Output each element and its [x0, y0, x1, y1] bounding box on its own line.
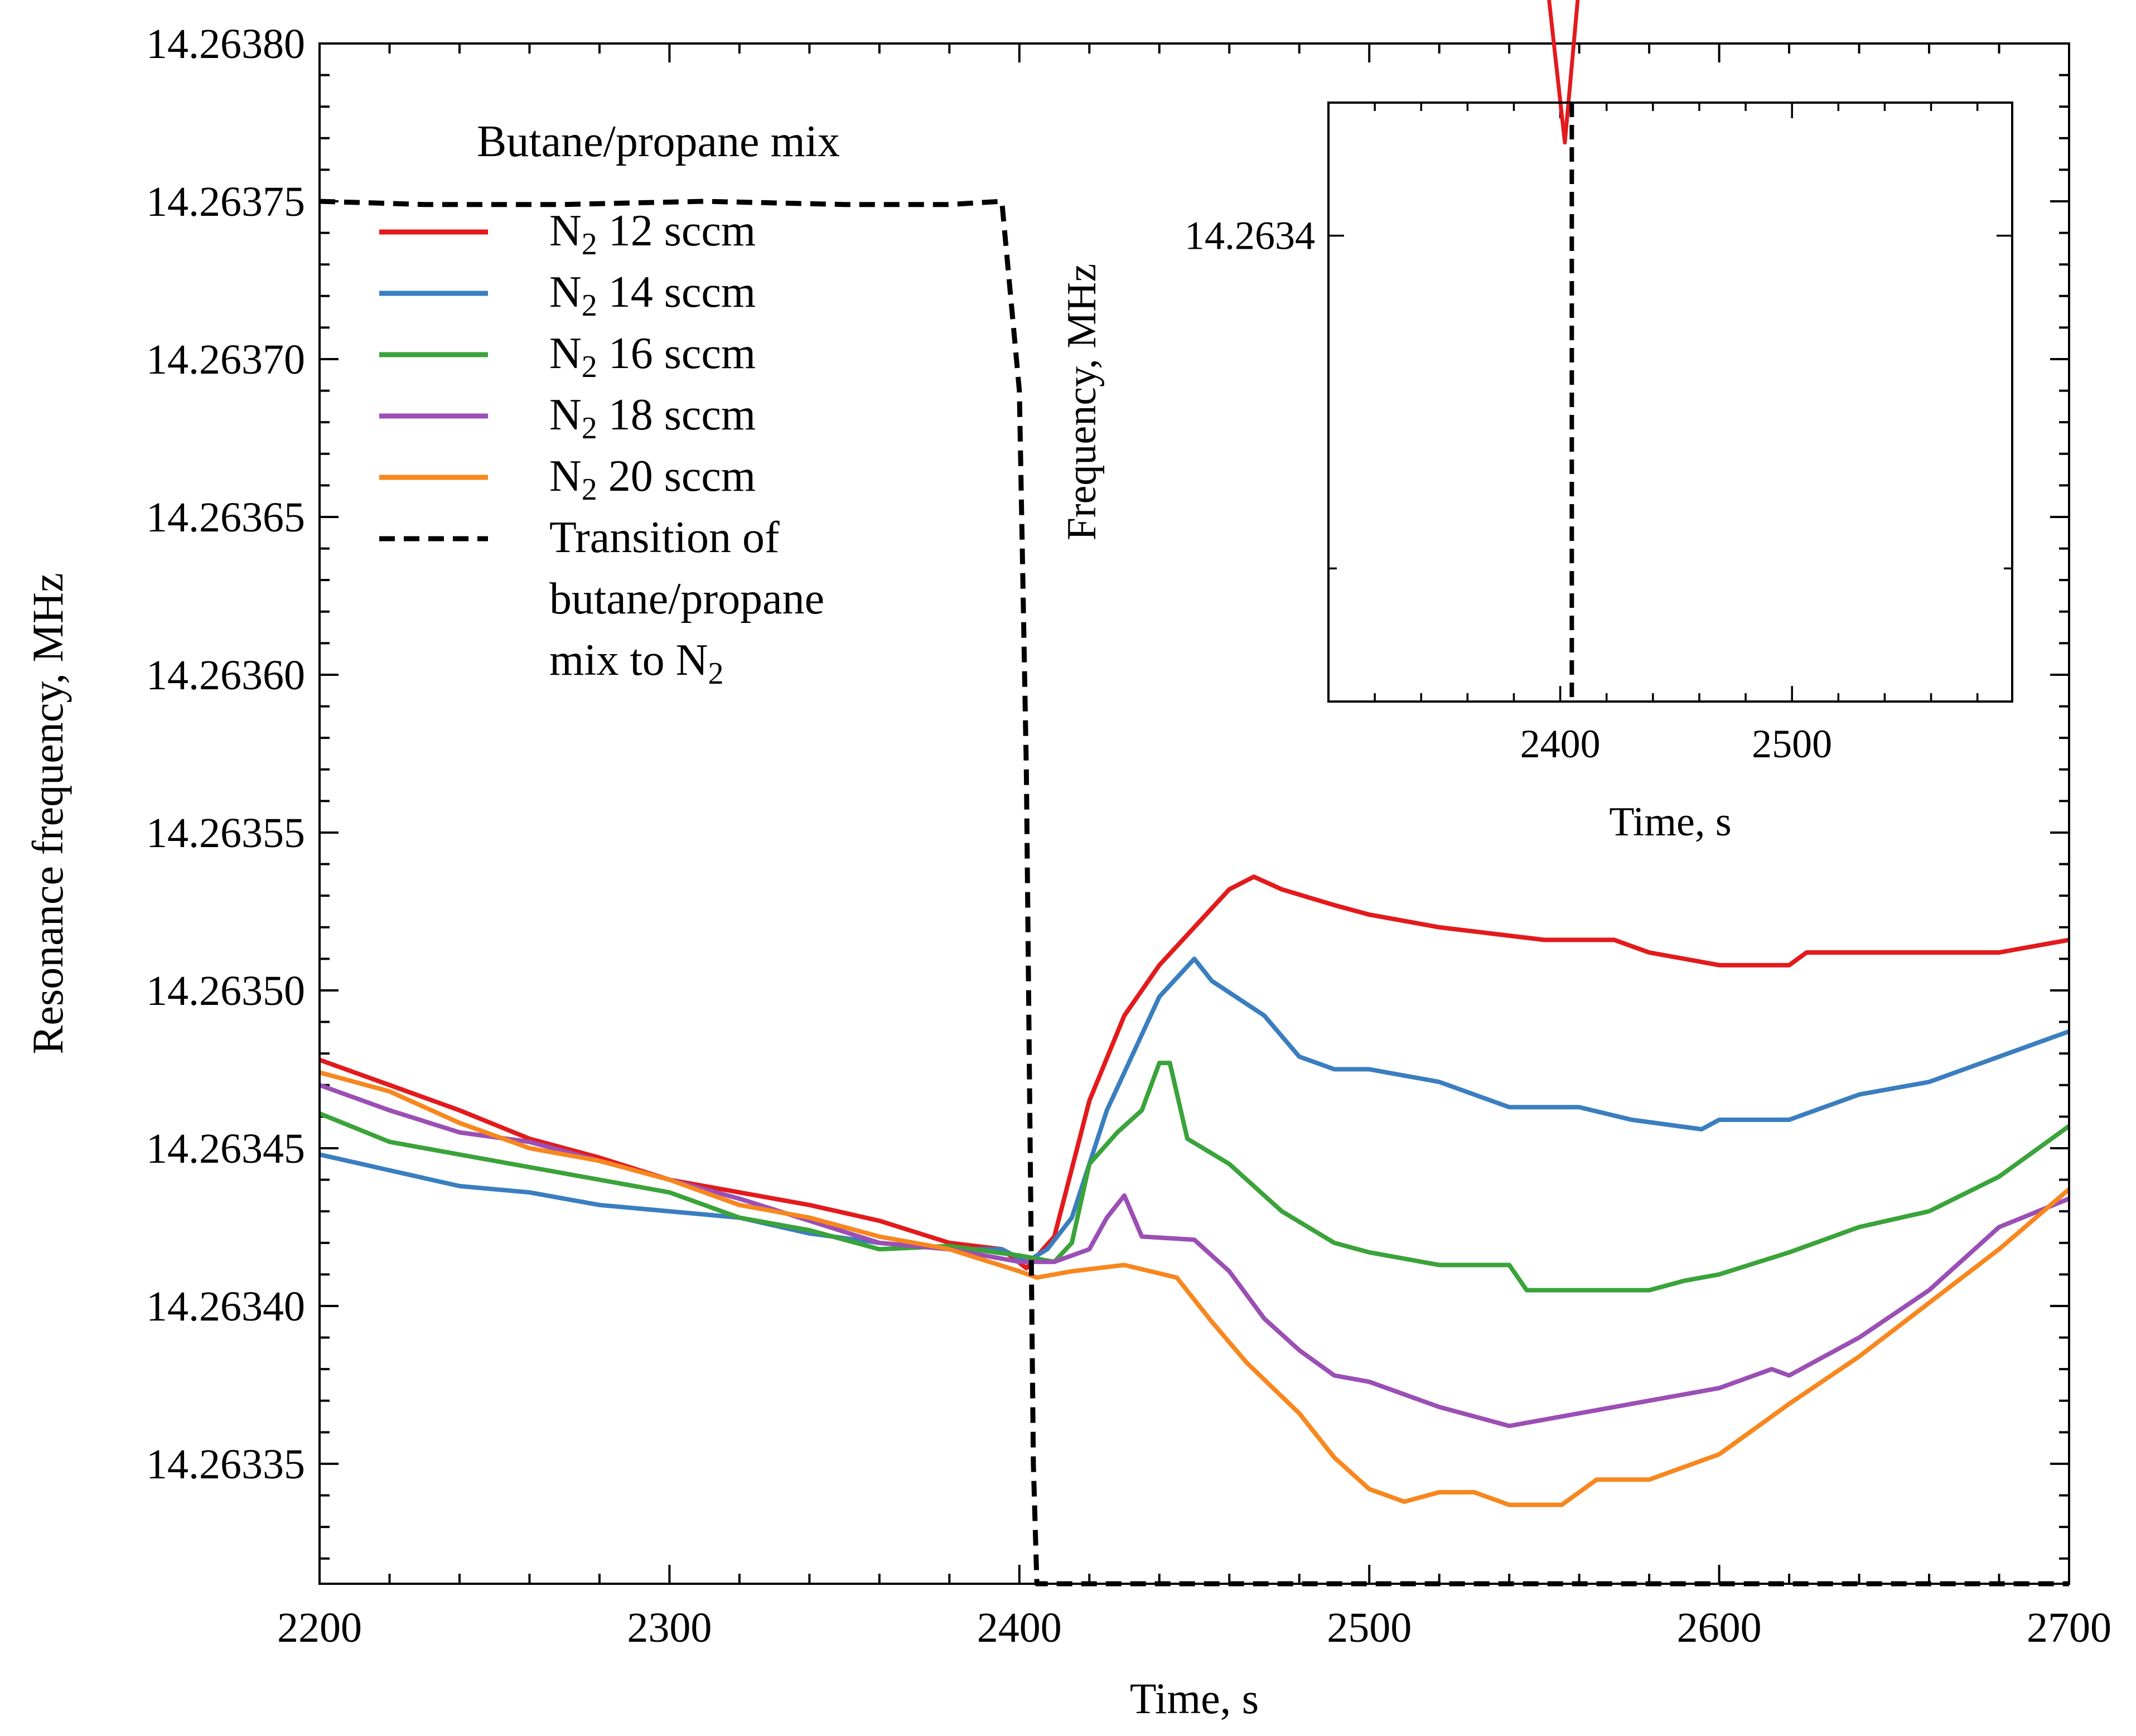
butane-propane-annotation: Butane/propane mix: [477, 117, 840, 166]
inset-y-tick-label: 14.2634: [1185, 214, 1315, 258]
inset-y-axis-label: Frequency, MHz: [1059, 264, 1105, 541]
legend: N2 12 sccm N2 14 sccm N2 16 sccm N2 18 sccm…: [379, 206, 824, 691]
inset-tick-labels: 2400250014.263414.263614.263814.264014.2…: [1185, 214, 1832, 766]
main-y-tick-label: 14.26335: [146, 1441, 305, 1488]
legend-label-5-line-0: Transition of: [549, 513, 780, 562]
main-y-tick-label: 14.26340: [146, 1283, 305, 1330]
main-tick-labels: 2200 2300 2400 2500 2600 2700 14.26335 14.26340…: [146, 21, 2111, 1651]
legend-label-0: N2 12 sccm: [549, 206, 756, 262]
main-x-tick-label: 2600: [1677, 1604, 1762, 1651]
inset-x-tick-label: 2400: [1520, 722, 1601, 766]
main-x-tick-label: 2400: [977, 1604, 1062, 1651]
main-ticks: [318, 42, 2070, 1584]
main-y-tick-label: 14.26345: [146, 1125, 305, 1172]
main-x-tick-label: 2300: [627, 1604, 712, 1651]
legend-label-1: N2 14 sccm: [549, 268, 756, 323]
main-y-axis-label: Resonance frequency, MHz: [23, 573, 72, 1054]
main-plot-frame: [318, 42, 2070, 1585]
main-y-tick-label: 14.26375: [146, 178, 305, 225]
inset-plot-frame: [1327, 101, 2013, 703]
main-y-tick-label: 14.26355: [146, 810, 305, 857]
series-line-2: [318, 1061, 2071, 1293]
main-x-tick-label: 2700: [2027, 1604, 2111, 1651]
inset-x-tick-label: 2500: [1752, 722, 1832, 766]
main-y-tick-label: 14.26380: [146, 21, 305, 67]
legend-label-4: N2 20 sccm: [549, 452, 756, 507]
main-y-tick-label: 14.26365: [146, 494, 305, 541]
main-x-tick-label: 2200: [277, 1604, 362, 1651]
legend-label-3: N2 18 sccm: [549, 390, 756, 446]
inset-chart: 2400250014.263414.263614.263814.264014.2…: [1059, 0, 2013, 845]
inset-x-axis-label: Time, s: [1609, 799, 1731, 845]
legend-label-2: N2 16 sccm: [549, 329, 756, 384]
series-line-1: [319, 956, 2070, 1264]
main-y-tick-label: 14.26370: [146, 336, 305, 383]
legend-label-5-line-1: butane/propane: [549, 574, 824, 623]
series-line-4: [318, 1070, 2071, 1507]
main-chart: 2200 2300 2400 2500 2600 2700 14.26335 14.26340…: [23, 21, 2111, 1723]
main-x-tick-label: 2500: [1327, 1604, 1412, 1651]
legend-label-5-line-2: mix to N2: [549, 636, 723, 691]
main-y-tick-label: 14.26360: [146, 652, 305, 699]
main-x-axis-label: Time, s: [1130, 1674, 1259, 1723]
main-y-tick-label: 14.26350: [146, 968, 305, 1014]
